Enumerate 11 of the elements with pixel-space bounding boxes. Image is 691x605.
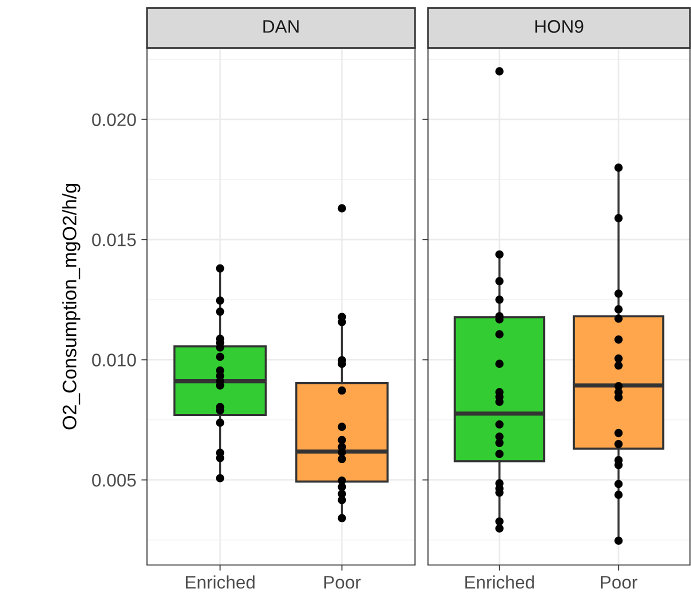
y-axis-title: O2_Consumption_mgO2/h/g	[62, 184, 80, 430]
y-tick-label: 0.020	[92, 113, 136, 126]
y-tick-label: 0.005	[92, 474, 136, 487]
chart-title: DAN	[263, 20, 299, 33]
y-tick-label: 0.010	[92, 354, 136, 366]
y-tick-label: 0.015	[92, 233, 136, 246]
x-tick-label: Enriched	[186, 575, 255, 589]
x-tick-label: Enriched	[465, 575, 534, 589]
chart-title: HON9	[535, 20, 584, 33]
x-tick-label: Poor	[324, 576, 361, 589]
x-tick-label: Poor	[600, 576, 638, 589]
